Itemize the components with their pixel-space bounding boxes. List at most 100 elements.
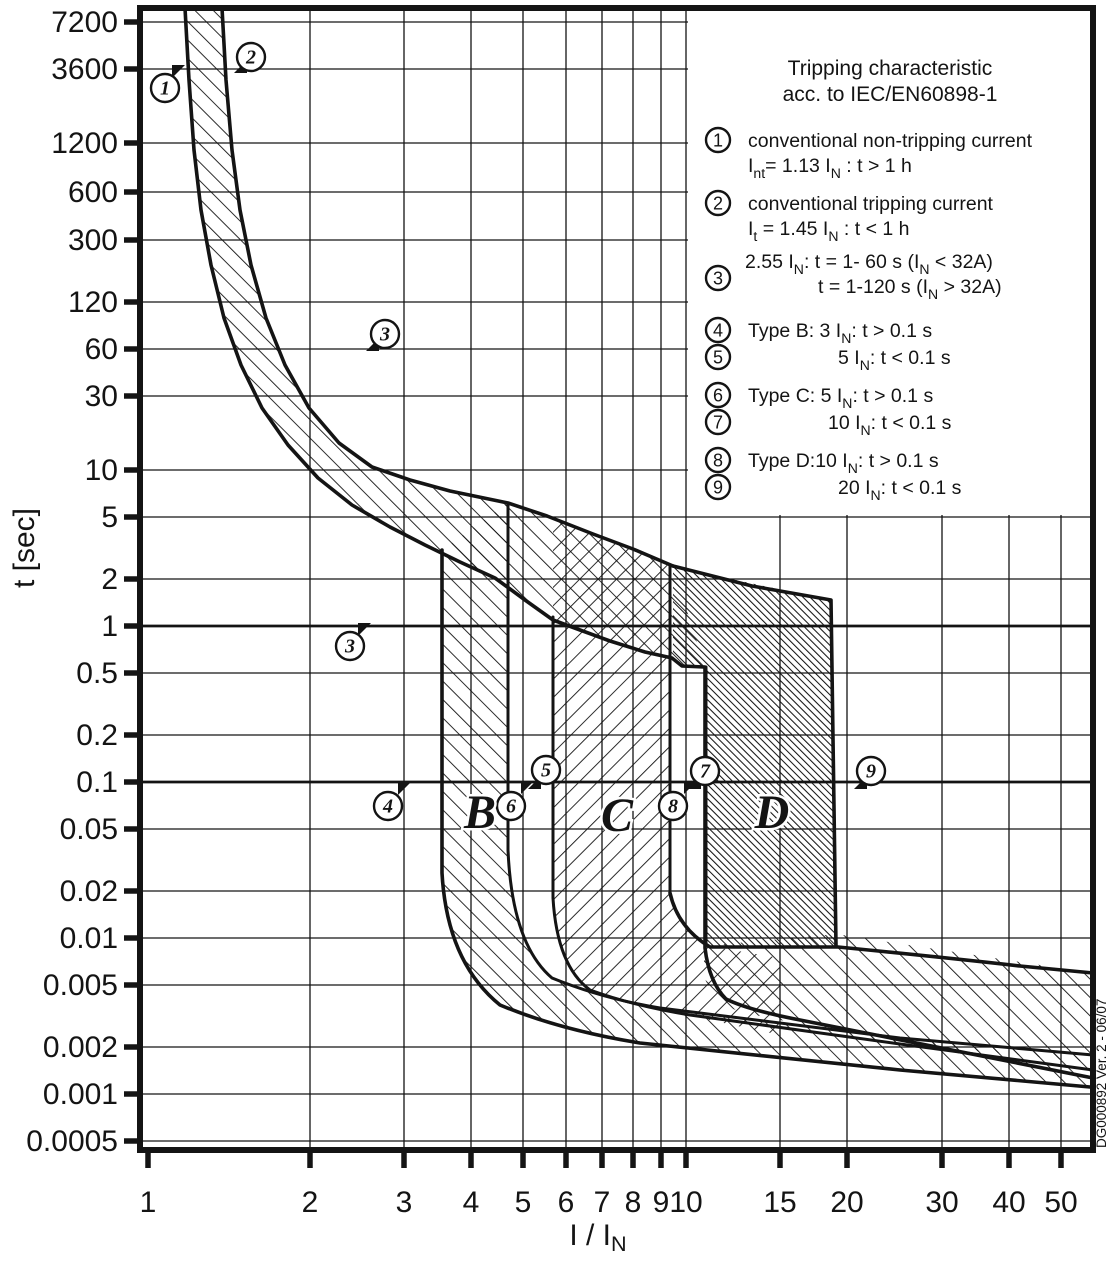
y-tick-label: 0.0005	[26, 1125, 118, 1158]
legend-key-6-circle	[704, 381, 732, 409]
limit-curve	[668, 891, 1095, 975]
marker-7-number: 7	[700, 761, 711, 783]
x-tick-label: 6	[558, 1186, 575, 1219]
x-tick-label: 5	[515, 1186, 532, 1219]
x-tick-label: 15	[763, 1186, 796, 1219]
marker-6-circle	[495, 790, 527, 822]
x-tick-label: 40	[992, 1186, 1025, 1219]
legend-title-line2: acc. to IEC/EN60898-1	[783, 83, 998, 106]
x-tick-label: 30	[925, 1186, 958, 1219]
limit-curve	[183, 6, 706, 669]
legend-item-2-text: It = 1.45 IN : t < 1 h	[748, 218, 910, 244]
marker-6-pointer	[521, 781, 534, 794]
limit-curve	[671, 564, 838, 948]
y-tick-label: 10	[85, 454, 118, 487]
y-tick-label: 0.002	[43, 1031, 118, 1064]
legend-item-2-text: conventional tripping current	[748, 193, 994, 215]
marker-1-pointer	[172, 65, 185, 78]
legend-key-2-circle	[704, 189, 732, 217]
marker-8-number: 8	[668, 796, 678, 818]
y-tick-label: 5	[101, 501, 118, 534]
legend-item-1-text: conventional non-tripping current	[748, 130, 1033, 152]
legend-key-7-number: 7	[713, 413, 723, 433]
band-letters: B C D	[460, 784, 791, 845]
marker-1-circle	[149, 72, 181, 104]
limit-curves	[183, 6, 1095, 1089]
legend-key-8-circle	[704, 446, 732, 474]
legend-item-6-text: Type C: 5 IN: t > 0.1 s	[748, 385, 933, 411]
axis-title-x: I / IN	[569, 1219, 626, 1256]
legend-item-5-text: 5 IN: t < 0.1 s	[838, 347, 951, 373]
legend-key-8-number: 8	[713, 451, 723, 471]
marker-5-number: 5	[541, 760, 551, 782]
legend-key-9-circle	[704, 473, 732, 501]
legend-key-3-circle	[704, 264, 732, 292]
y-tick-label: 600	[68, 176, 118, 209]
x-tick-label: 2	[302, 1186, 319, 1219]
band-letter-D: D	[754, 786, 790, 839]
marker-3-circle	[369, 318, 401, 350]
legend-key-1-circle	[704, 126, 732, 154]
hatch-band	[673, 567, 836, 946]
legend-key-5-circle	[704, 343, 732, 371]
marker-8-pointer	[684, 781, 697, 794]
legend-key-2-number: 2	[713, 194, 723, 214]
legend-key-7-circle	[704, 408, 732, 436]
y-tick-label: 1200	[51, 127, 118, 160]
marker-9-circle	[855, 755, 887, 787]
doc-code: DG000892 Ver. 2 - 06/07	[1094, 999, 1109, 1148]
limit-curve	[440, 548, 1092, 1089]
y-tick-label: 0.02	[60, 875, 118, 908]
y-tick-label: 1	[101, 610, 118, 643]
marker-6-number: 6	[506, 796, 516, 818]
legend-item-1-text: Int= 1.13 IN : t > 1 h	[748, 155, 912, 181]
legend-item-7-text: 10 IN: t < 0.1 s	[828, 412, 952, 438]
y-tick-label: 60	[85, 333, 118, 366]
x-tick-label: 10	[669, 1186, 702, 1219]
marker-9-number: 9	[866, 761, 876, 783]
marker-4-circle	[372, 790, 404, 822]
axis-title-y: t [sec]	[8, 508, 41, 588]
x-tick-label: 8	[625, 1186, 642, 1219]
axis-ticks	[124, 19, 1064, 1168]
legend-key-4-circle	[704, 316, 732, 344]
y-tick-label: 0.05	[60, 813, 118, 846]
limit-curve	[703, 665, 1095, 1080]
marker-3-number: 3	[379, 324, 390, 346]
x-tick-label: 50	[1044, 1186, 1077, 1219]
legend-item-3-text: 2.55 IN: t = 1- 60 s (IN < 32A)	[745, 251, 993, 277]
marker-4-number: 4	[382, 796, 393, 818]
x-tick-label: 9	[653, 1186, 670, 1219]
legend: Tripping characteristic acc. to IEC/EN608…	[704, 57, 1033, 503]
y-tick-label: 3600	[51, 53, 118, 86]
axis-tick-labels: 7200360012006003001206030105210.50.20.10…	[26, 6, 1077, 1219]
x-tick-label: 1	[140, 1186, 157, 1219]
legend-title-line1: Tripping characteristic	[788, 57, 993, 80]
band-letter-C: C	[601, 789, 634, 842]
marker-4-pointer	[398, 782, 411, 795]
legend-key-5-number: 5	[713, 348, 723, 368]
x-tick-label: 4	[463, 1186, 480, 1219]
marker-3-number: 3	[344, 636, 355, 658]
y-tick-label: 30	[85, 380, 118, 413]
marker-2-circle	[235, 41, 267, 73]
legend-key-9-number: 9	[713, 478, 723, 498]
marker-3-pointer	[358, 623, 371, 636]
x-tick-label: 7	[594, 1186, 611, 1219]
legend-item-8-text: Type D:10 IN: t > 0.1 s	[748, 450, 939, 476]
y-tick-label: 0.2	[76, 719, 118, 752]
legend-whitespace	[688, 8, 1093, 515]
limit-curve	[220, 6, 675, 568]
y-tick-label: 0.1	[76, 766, 118, 799]
legend-item-4-text: Type B: 3 IN: t > 0.1 s	[748, 320, 932, 346]
marker-2-number: 2	[245, 47, 256, 69]
axis-title-x-text: I / IN	[569, 1219, 626, 1256]
limit-curve	[506, 501, 1095, 1057]
x-tick-label: 20	[830, 1186, 863, 1219]
y-tick-label: 300	[68, 224, 118, 257]
y-tick-label: 0.5	[76, 657, 118, 690]
marker-7-circle	[689, 755, 721, 787]
hatch-band	[704, 934, 1093, 1062]
